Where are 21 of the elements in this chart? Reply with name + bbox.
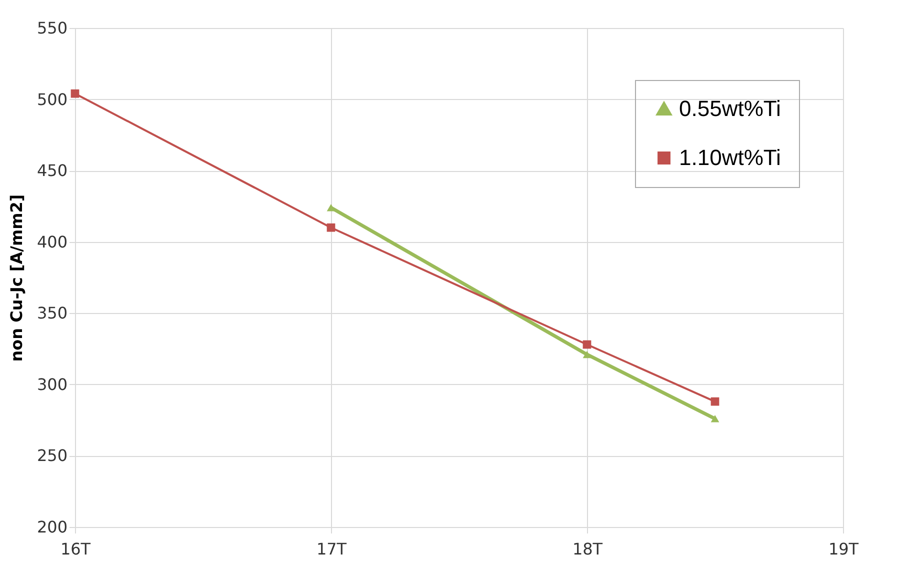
- point: [326, 223, 336, 232]
- x-tick-label: 19T: [828, 540, 859, 558]
- point: [710, 397, 720, 406]
- legend-label: 0.55wt%Ti: [679, 96, 781, 121]
- legend-label: 1.10wt%Ti: [679, 145, 781, 170]
- point: [582, 340, 592, 349]
- y-tick-label: 400: [36, 232, 68, 252]
- point: [582, 350, 592, 358]
- x-tick-label: 17T: [316, 540, 347, 558]
- point: [710, 415, 720, 422]
- y-axis-title: non Cu-Jc [A/mm2]: [6, 194, 26, 362]
- y-tick-label: 300: [36, 374, 68, 394]
- y-tick-label: 200: [36, 518, 68, 536]
- y-tick-label: 450: [36, 161, 68, 180]
- x-tick-label: 16T: [60, 540, 91, 558]
- y-tick-label: 550: [36, 18, 68, 38]
- y-tick-label: 250: [36, 446, 68, 466]
- x-tick-label: 18T: [572, 540, 603, 558]
- y-tick-label: 350: [36, 304, 68, 323]
- y-tick-label: 500: [36, 90, 68, 109]
- point: [326, 204, 336, 212]
